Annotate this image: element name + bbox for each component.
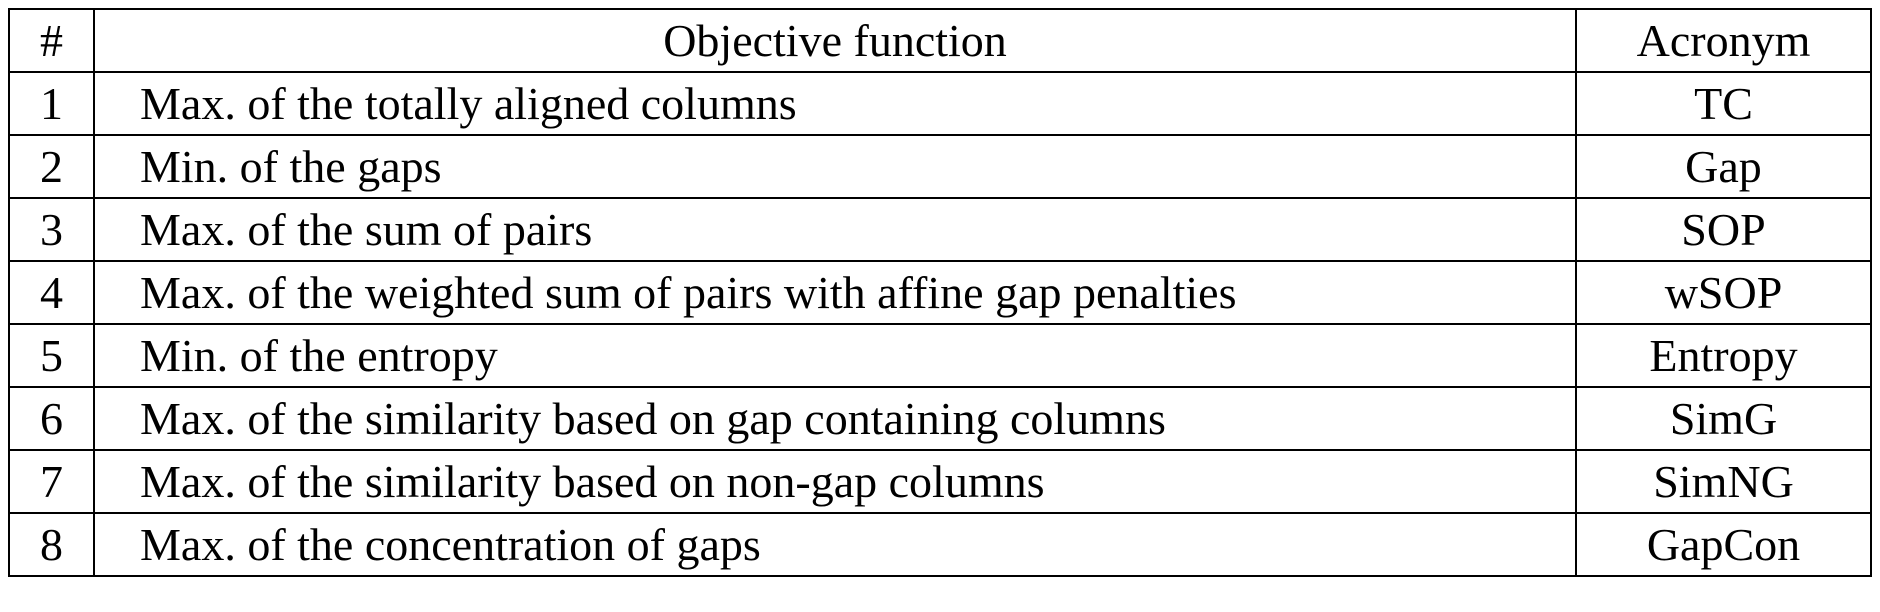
header-number: #: [8, 8, 95, 73]
row-number: 4: [8, 260, 95, 325]
table-row: 8 Max. of the concentration of gaps GapC…: [8, 512, 1872, 577]
table-row: 2 Min. of the gaps Gap: [8, 134, 1872, 199]
row-number: 1: [8, 71, 95, 136]
row-acronym: GapCon: [1575, 512, 1872, 577]
row-objective: Max. of the weighted sum of pairs with a…: [93, 260, 1577, 325]
row-objective: Max. of the sum of pairs: [93, 197, 1577, 262]
header-objective-function: Objective function: [93, 8, 1577, 73]
table-row: 6 Max. of the similarity based on gap co…: [8, 386, 1872, 451]
table-row: 4 Max. of the weighted sum of pairs with…: [8, 260, 1872, 325]
row-acronym: SimNG: [1575, 449, 1872, 514]
row-number: 7: [8, 449, 95, 514]
row-acronym: wSOP: [1575, 260, 1872, 325]
table-row: 7 Max. of the similarity based on non-ga…: [8, 449, 1872, 514]
objective-functions-table-container: # Objective function Acronym 1 Max. of t…: [8, 8, 1872, 577]
row-acronym: SimG: [1575, 386, 1872, 451]
row-number: 5: [8, 323, 95, 388]
row-number: 6: [8, 386, 95, 451]
table-row: 3 Max. of the sum of pairs SOP: [8, 197, 1872, 262]
header-acronym: Acronym: [1575, 8, 1872, 73]
table-header-row: # Objective function Acronym: [8, 8, 1872, 73]
row-number: 8: [8, 512, 95, 577]
row-objective: Max. of the concentration of gaps: [93, 512, 1577, 577]
row-objective: Min. of the gaps: [93, 134, 1577, 199]
row-acronym: Entropy: [1575, 323, 1872, 388]
row-number: 2: [8, 134, 95, 199]
row-objective: Max. of the similarity based on gap cont…: [93, 386, 1577, 451]
table-row: 5 Min. of the entropy Entropy: [8, 323, 1872, 388]
row-objective: Max. of the similarity based on non-gap …: [93, 449, 1577, 514]
row-acronym: Gap: [1575, 134, 1872, 199]
row-number: 3: [8, 197, 95, 262]
objective-functions-table: # Objective function Acronym 1 Max. of t…: [8, 8, 1872, 577]
row-objective: Max. of the totally aligned columns: [93, 71, 1577, 136]
row-acronym: TC: [1575, 71, 1872, 136]
table-row: 1 Max. of the totally aligned columns TC: [8, 71, 1872, 136]
row-acronym: SOP: [1575, 197, 1872, 262]
row-objective: Min. of the entropy: [93, 323, 1577, 388]
